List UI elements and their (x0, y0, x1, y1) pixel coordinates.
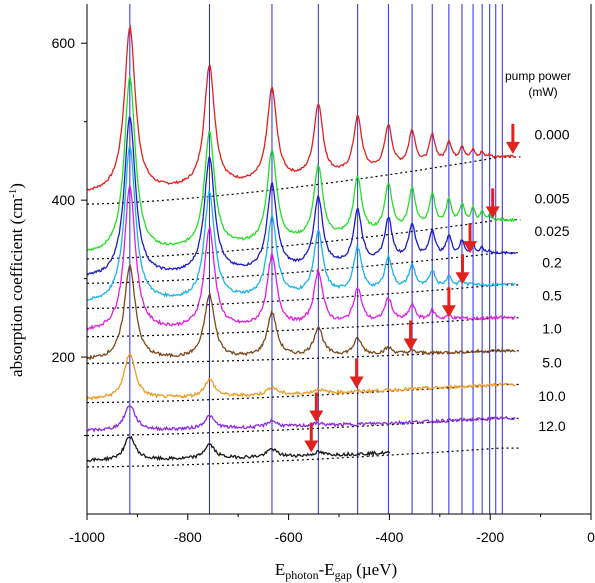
arrow-layer (304, 123, 520, 453)
series-trace-5 (86, 264, 516, 361)
y-tick-label-0: 200 (52, 349, 76, 365)
y-axis-title-end: ) (7, 183, 26, 189)
series-trace-2 (86, 116, 516, 276)
series-trace-1 (86, 76, 516, 252)
baseline-6 (87, 383, 521, 404)
x-axis-title-sub2: gap (335, 568, 352, 582)
power-label-3: 0.2 (542, 255, 562, 271)
power-label-0: 0.000 (534, 127, 569, 143)
x-axis-title-unit: (µeV) (352, 560, 397, 579)
legend-title-2: (mW) (528, 85, 557, 99)
power-label-7: 10.0 (538, 388, 565, 404)
y-axis-title: absorption coefficient (cm-1) (7, 183, 26, 377)
power-label-1: 0.005 (534, 190, 569, 206)
power-label-6: 5.0 (542, 354, 562, 370)
x-tick-label-3: -400 (375, 529, 403, 545)
power-label-layer: 0.000 0.005 0.025 0.2 0.5 1.0 5.0 10.0 12.0 (534, 127, 569, 434)
x-tick-label-2: -600 (275, 529, 303, 545)
y-axis-title-sup: -1 (7, 189, 19, 198)
series-layer (86, 24, 516, 463)
baseline-1 (86, 219, 521, 260)
x-axis-title: Ephoton-Egap (µeV) (275, 560, 397, 582)
power-label-8: 12.0 (538, 418, 565, 434)
x-tick-label-5: 0 (587, 529, 595, 545)
arrow-head-2 (463, 241, 478, 254)
arrow-head-4 (441, 305, 456, 318)
y-tick-label-1: 400 (52, 192, 76, 208)
x-tick-label-0: -1000 (69, 529, 105, 545)
arrow-head-1 (485, 206, 500, 219)
legend-title-1: pump power (505, 69, 571, 83)
x-tick-label-1: -800 (174, 529, 202, 545)
baseline-0 (86, 156, 521, 205)
baseline-8 (87, 447, 521, 468)
x-tick-label-4: -200 (476, 529, 504, 545)
axes-layer: -1000 -800 -600 -400 -200 0 200 400 600 (52, 4, 595, 545)
power-label-4: 0.5 (542, 288, 562, 304)
y-tick-label-2: 600 (52, 35, 76, 51)
series-trace-3 (86, 146, 516, 301)
arrow-head-8 (304, 440, 319, 453)
x-axis-title-mid: -E (319, 560, 335, 579)
arrow-head-5 (403, 338, 418, 351)
arrow-head-7 (309, 410, 324, 423)
power-label-5: 1.0 (542, 321, 562, 337)
series-trace-7 (86, 405, 516, 433)
baseline-7 (87, 417, 521, 437)
series-trace-4 (86, 185, 516, 331)
x-axis-title-sub1: photon (285, 568, 318, 582)
baseline-layer (86, 156, 521, 468)
arrow-head-0 (505, 141, 520, 154)
power-label-2: 0.025 (534, 223, 569, 239)
x-axis-title-main: E (275, 560, 285, 579)
arrow-head-3 (455, 272, 470, 285)
exciton-line-layer (129, 4, 503, 514)
baseline-4 (87, 317, 521, 338)
series-trace-0 (86, 24, 516, 191)
y-axis-title-main: absorption coefficient (cm (7, 198, 26, 377)
arrow-head-6 (349, 376, 364, 389)
series-trace-8 (86, 435, 390, 463)
series-trace-6 (86, 353, 516, 401)
